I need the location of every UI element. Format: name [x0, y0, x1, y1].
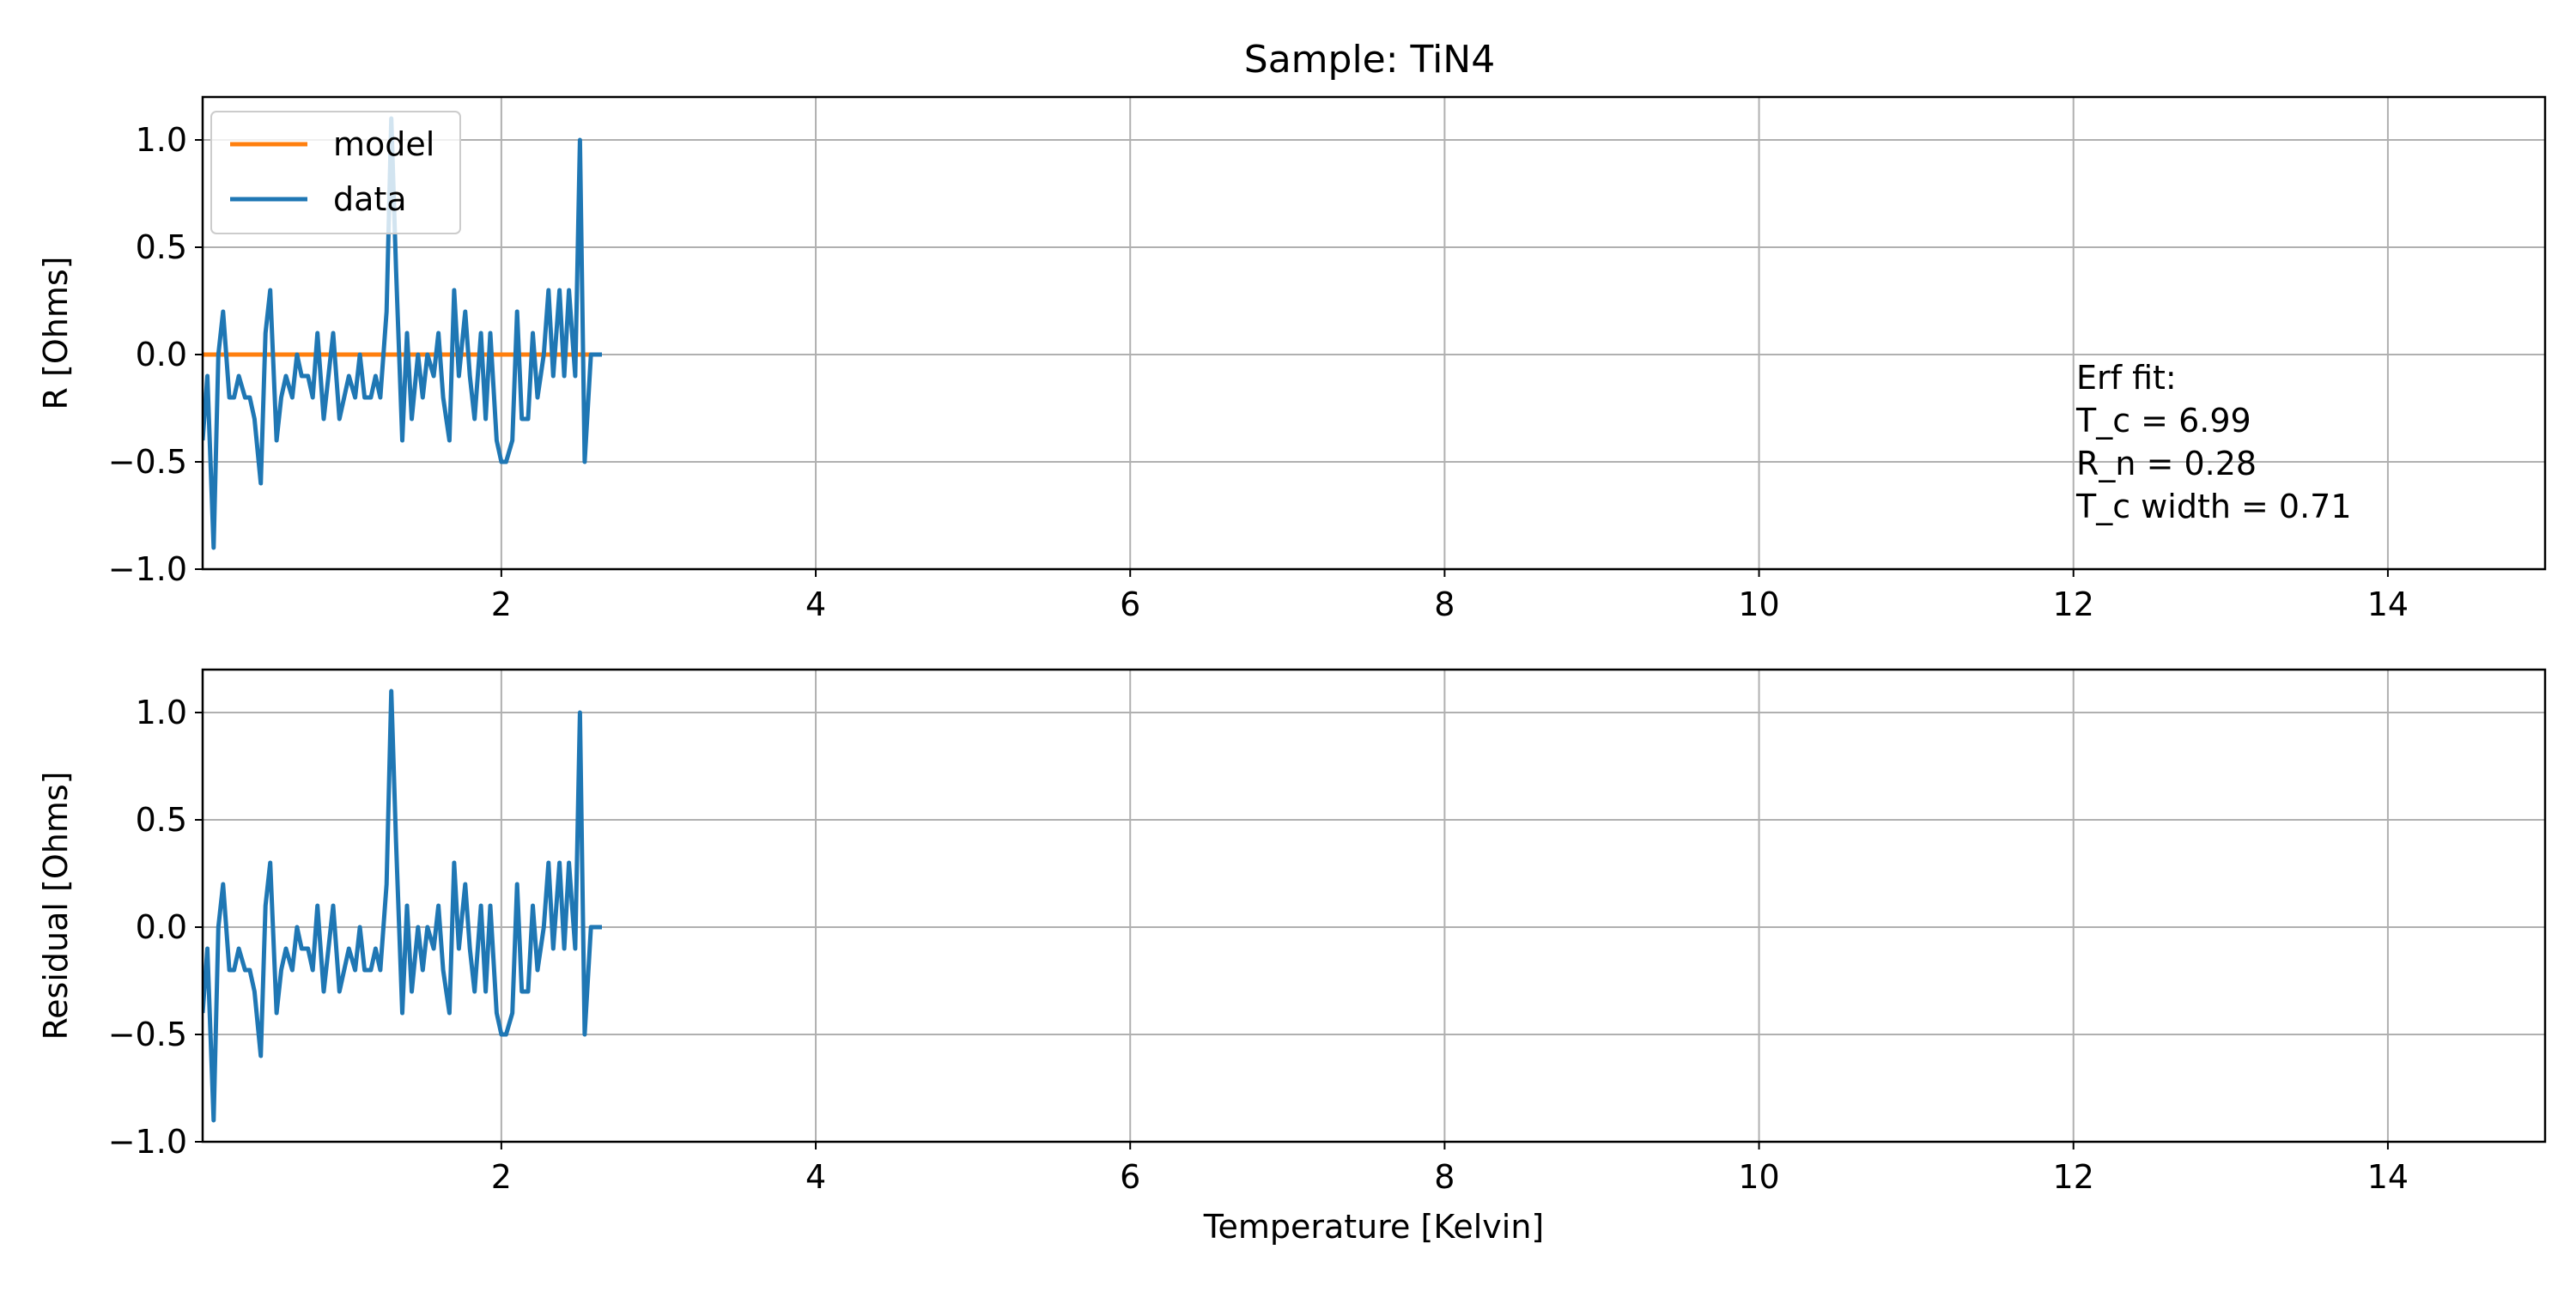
x-tick-label: 2 — [491, 1158, 512, 1196]
y-tick-label: 1.0 — [136, 121, 187, 159]
y-tick-label: −1.0 — [108, 1123, 187, 1161]
x-tick-label: 8 — [1434, 1158, 1455, 1196]
x-tick-label: 14 — [2367, 1158, 2409, 1196]
x-tick-label: 10 — [1738, 585, 1779, 623]
x-tick-label: 12 — [2053, 1158, 2094, 1196]
legend-label-model: model — [333, 125, 434, 163]
x-tick-label: 8 — [1434, 585, 1455, 623]
y-tick-label: 0.0 — [136, 336, 187, 373]
resistance-panel: 2 4 6 8 10 12 14 −1.0 −0.5 0.0 0.5 1.0 R [Ohms] model… — [37, 95, 2547, 623]
fit-annotation-line: T_c width = 0.71 — [2075, 488, 2352, 525]
residual-series-line — [203, 688, 603, 1123]
y-tick-label: 0.5 — [136, 228, 187, 266]
axes-frame — [201, 668, 2547, 1143]
fit-annotation-line: Erf fit: — [2076, 359, 2177, 397]
fit-annotation-line: T_c = 6.99 — [2075, 402, 2251, 440]
data-series-line — [203, 116, 603, 550]
legend-label-data: data — [333, 180, 407, 218]
fit-annotation-line: R_n = 0.28 — [2076, 445, 2257, 482]
x-tick-label: 12 — [2053, 585, 2094, 623]
x-tick-label: 14 — [2367, 585, 2409, 623]
x-tick-label: 6 — [1120, 585, 1140, 623]
residual-panel: 2 4 6 8 10 12 14 −1.0 −0.5 0.0 0.5 1.0 Residual [Ohm… — [37, 668, 2547, 1246]
y-tick-label: −0.5 — [108, 1016, 187, 1053]
y-tick-label: −0.5 — [108, 443, 187, 481]
y-tick-label: 1.0 — [136, 694, 187, 731]
legend: model data — [210, 111, 461, 234]
x-tick-label: 2 — [491, 585, 512, 623]
chart-title: Sample: TiN4 — [1244, 38, 1495, 82]
y-tick-label: −1.0 — [108, 550, 187, 588]
x-tick-label: 4 — [805, 1158, 826, 1196]
y-tick-label: 0.5 — [136, 801, 187, 839]
x-tick-label: 4 — [805, 585, 826, 623]
y-axis-label: R [Ohms] — [37, 257, 75, 410]
y-tick-label: 0.0 — [136, 908, 187, 946]
y-axis-label: Residual [Ohms] — [37, 771, 75, 1040]
x-tick-label: 10 — [1738, 1158, 1779, 1196]
x-tick-label: 6 — [1120, 1158, 1140, 1196]
axes-frame — [201, 95, 2547, 571]
x-axis-label: Temperature [Kelvin] — [1203, 1208, 1545, 1246]
